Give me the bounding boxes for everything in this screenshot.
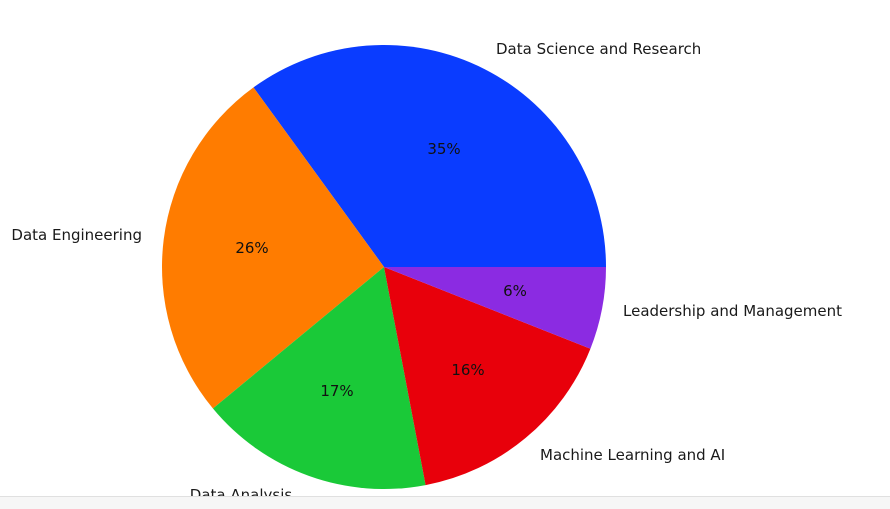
pie-slice-leadership-and-management bbox=[384, 267, 606, 349]
category-label: Data Engineering bbox=[11, 226, 142, 244]
pct-label: 17% bbox=[320, 382, 353, 400]
pie-slice-data-science-and-research bbox=[253, 45, 606, 267]
category-label: Leadership and Management bbox=[623, 302, 842, 320]
category-labels: Data Science and Research Data Engineerin… bbox=[11, 40, 842, 504]
bottom-scroll-strip bbox=[0, 496, 890, 509]
percentage-labels: 35% 26% 17% 16% 6% bbox=[235, 140, 527, 400]
pct-label: 6% bbox=[503, 282, 527, 300]
pie-slices bbox=[162, 45, 606, 490]
pie-slice-data-engineering bbox=[162, 87, 384, 409]
category-label: Machine Learning and AI bbox=[540, 446, 725, 464]
pie-slice-data-analysis bbox=[212, 267, 426, 490]
pct-label: 35% bbox=[427, 140, 460, 158]
pie-slice-machine-learning-and-ai bbox=[384, 267, 591, 486]
pct-label: 16% bbox=[451, 361, 484, 379]
pct-label: 26% bbox=[235, 239, 268, 257]
category-label: Data Science and Research bbox=[496, 40, 701, 58]
